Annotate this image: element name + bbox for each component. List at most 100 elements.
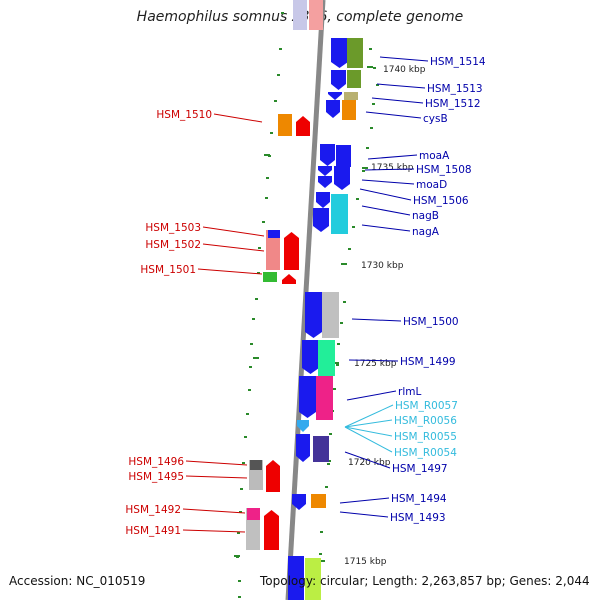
gene-feature: [328, 92, 342, 100]
gene-feature: [334, 166, 350, 190]
right-gene-label: nagA: [412, 226, 440, 238]
right-gene-label: moaA: [419, 150, 450, 162]
gene-feature: [331, 38, 348, 68]
right-gene-label-leader: [348, 359, 399, 362]
scale-tick: [238, 580, 241, 582]
gene-feature: [342, 100, 356, 120]
rna-gene-label: HSM_R0057: [395, 400, 458, 412]
scale-ticks: 1740 kbp 1735 kbp 1730 kbp 1725 kbp 1720 kbp…: [234, 12, 426, 598]
rna-gene-label: HSM_R0056: [394, 415, 457, 427]
right-gene-label-leader: [359, 188, 412, 201]
left-gene-label: HSM_1491: [125, 525, 181, 537]
gene-feature: [288, 556, 304, 600]
scale-tick: [348, 248, 351, 250]
scale-tick-major: [367, 66, 373, 68]
gene-feature: [347, 70, 361, 88]
scale-tick: [366, 147, 369, 149]
scale-tick: [352, 226, 355, 228]
scale-tick: [249, 366, 252, 368]
gene-feature: [264, 510, 279, 550]
right-gene-label: HSM_1506: [413, 195, 469, 207]
scale-tick: [279, 48, 282, 50]
right-gene-label-leader: [361, 224, 411, 232]
scale-tick: [327, 463, 330, 465]
scale-tick: [370, 127, 373, 129]
right-gene-label-leader: [371, 97, 424, 104]
right-gene-label: HSM_1494: [391, 493, 447, 505]
scale-tick-major: [234, 555, 240, 557]
gene-feature: [305, 558, 321, 600]
gene-feature: [318, 176, 332, 188]
left-gene-label-leader: [197, 268, 263, 275]
gene-feature: [263, 272, 277, 282]
gene-feature: [318, 340, 335, 376]
gene-feature: [296, 434, 310, 462]
right-gene-label: HSM_1512: [425, 98, 481, 110]
scale-tick: [237, 532, 240, 534]
kbp-tick-label: 1725 kbp: [354, 359, 397, 369]
kbp-tick-label: 1740 kbp: [383, 65, 426, 75]
left-gene-label-leader: [185, 475, 248, 479]
scale-tick-major: [341, 263, 347, 265]
gene-feature: [268, 230, 280, 238]
scale-tick: [274, 100, 277, 102]
rna-gene-label: HSM_R0054: [394, 447, 457, 459]
left-gene-label: HSM_1495: [128, 471, 184, 483]
scale-tick: [258, 247, 261, 249]
right-gene-label: HSM_1493: [390, 512, 446, 524]
gene-feature: [250, 460, 262, 470]
scale-tick: [266, 177, 269, 179]
scale-tick-major: [264, 154, 270, 156]
gene-feature: [282, 274, 296, 284]
scale-tick: [372, 103, 375, 105]
scale-tick: [244, 436, 247, 438]
scale-tick: [239, 511, 242, 513]
gene-feature: [331, 70, 346, 90]
right-gene-label-leader: [364, 168, 415, 171]
accession-text: Accession: NC_010519: [9, 574, 146, 588]
scale-tick-major: [253, 357, 259, 359]
gene-feature: [331, 194, 348, 234]
left-gene-label-leader: [182, 508, 246, 514]
gene-feature: [316, 376, 333, 420]
gene-feature: [278, 114, 292, 136]
gene-feature: [299, 376, 316, 418]
scale-tick-major: [319, 560, 325, 562]
right-gene-label: moaD: [416, 179, 447, 191]
right-gene-label-leader: [344, 451, 391, 469]
gene-feature: [266, 460, 280, 492]
gene-feature: [326, 100, 340, 118]
scale-tick: [340, 322, 343, 324]
right-gene-label-leader: [361, 179, 415, 185]
gene-feature: [309, 0, 323, 30]
scale-tick: [336, 364, 339, 366]
right-gene-label-leader: [365, 111, 422, 119]
gene-labels: HSM_1510 HSM_1503 HSM_1502 HSM_1501 HSM_1496…: [125, 56, 486, 537]
right-gene-label: HSM_1514: [430, 56, 486, 68]
scale-tick: [277, 74, 280, 76]
gene-feature: [320, 144, 335, 166]
left-gene-label-leader: [182, 529, 246, 533]
left-gene-label-leader: [213, 113, 263, 123]
right-gene-label: HSM_1508: [416, 164, 472, 176]
scale-tick: [270, 132, 273, 134]
left-gene-label: HSM_1502: [145, 239, 201, 251]
scale-tick: [325, 486, 328, 488]
scale-tick: [281, 12, 284, 14]
scale-tick: [250, 343, 253, 345]
right-gene-label: nagB: [412, 210, 439, 222]
scale-tick: [376, 84, 379, 86]
gene-feature: [344, 92, 358, 100]
scale-tick: [252, 318, 255, 320]
left-gene-label: HSM_1503: [145, 222, 201, 234]
gene-feature: [297, 420, 309, 432]
gene-features: [246, 0, 363, 600]
right-gene-label-leader: [339, 511, 389, 518]
gene-feature: [318, 166, 332, 176]
right-gene-label-leader: [346, 390, 397, 401]
right-gene-label-leader: [367, 154, 418, 160]
kbp-tick-label: 1735 kbp: [371, 163, 414, 173]
rna-label-leader: [344, 419, 393, 428]
right-gene-label: HSM_1497: [392, 463, 448, 475]
rna-gene-label: HSM_R0055: [394, 431, 457, 443]
